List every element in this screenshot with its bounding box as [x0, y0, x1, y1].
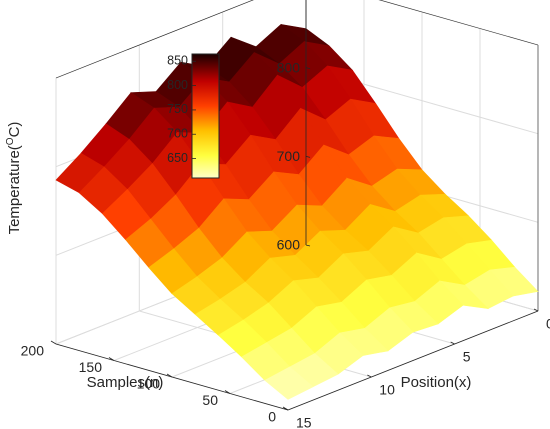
box-edge	[378, 0, 539, 46]
surface-patch	[264, 366, 314, 400]
y-tick-label: 200	[21, 343, 45, 359]
x-axis-label: Position(x)	[401, 374, 472, 391]
colorbar-tick-label: 700	[167, 126, 188, 140]
y-tick	[108, 357, 115, 361]
y-tick-label: 150	[79, 359, 103, 375]
temperature-surface	[55, 24, 539, 400]
z-tick-label: 800	[277, 59, 301, 75]
x-tick	[367, 374, 372, 378]
tick-labels: 600700800900050100150200051015	[21, 59, 550, 429]
x-axis-line	[287, 310, 539, 411]
x-tick-label: 0	[546, 316, 550, 332]
z-tick-label: 700	[277, 148, 301, 164]
z-tick	[305, 67, 311, 70]
colorbar-gradient	[191, 53, 220, 179]
z-tick-label: 600	[277, 237, 301, 253]
colorbar-tick-label: 850	[167, 54, 188, 68]
y-tick-label: 50	[202, 392, 218, 408]
z-tick	[305, 244, 311, 247]
colorbar-tick-label: 650	[167, 151, 188, 165]
z-tick	[305, 155, 311, 158]
z-axis-label: Temperature(OC)	[5, 122, 23, 235]
y-tick	[224, 390, 231, 394]
box-edge	[55, 0, 254, 79]
x-tick	[450, 341, 455, 345]
x-tick	[533, 308, 539, 312]
y-tick	[50, 340, 57, 345]
y-tick-label: 0	[268, 409, 276, 425]
y-tick	[166, 373, 173, 378]
y-tick-label: 100	[137, 376, 161, 392]
colorbar-tick-label: 800	[167, 78, 188, 92]
x-tick-label: 5	[463, 349, 471, 365]
x-tick	[283, 407, 289, 411]
x-tick-label: 15	[296, 415, 312, 429]
y-axis-label: Samples(n)	[87, 374, 164, 391]
x-tick-label: 10	[379, 382, 395, 398]
colorbar: 650 700 750 800 850	[167, 53, 220, 179]
colorbar-tick-label: 750	[167, 102, 188, 116]
